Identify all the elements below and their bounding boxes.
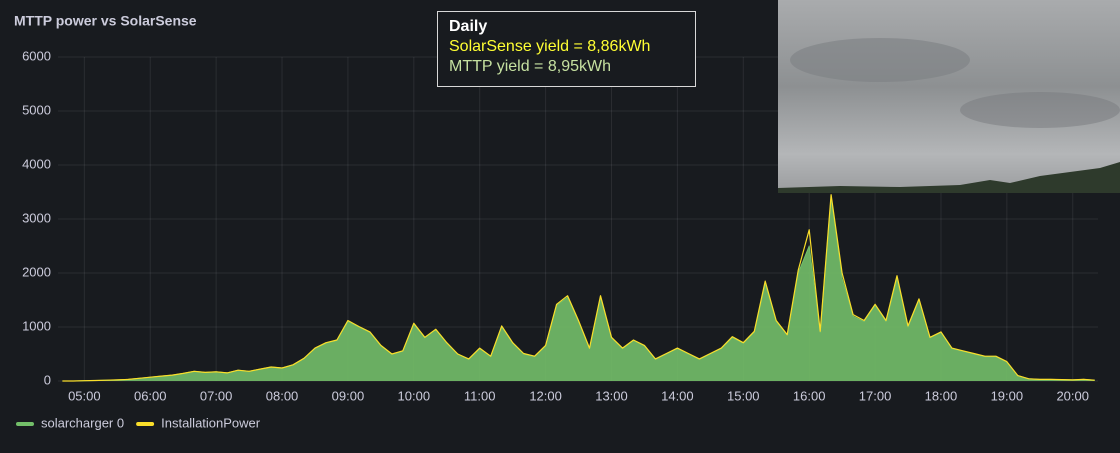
legend-label: InstallationPower xyxy=(161,415,261,430)
x-tick-label: 20:00 xyxy=(1056,388,1089,403)
annotation-line: MTTP yield = 8,95kWh xyxy=(449,58,611,75)
x-tick-label: 10:00 xyxy=(398,388,431,403)
annotation-title: Daily xyxy=(449,18,487,35)
y-tick-label: 0 xyxy=(44,372,51,387)
x-tick-label: 07:00 xyxy=(200,388,233,403)
y-tick-label: 2000 xyxy=(22,264,51,279)
sky-photo xyxy=(778,0,1120,193)
y-tick-label: 3000 xyxy=(22,210,51,225)
y-tick-label: 1000 xyxy=(22,318,51,333)
y-tick-label: 5000 xyxy=(22,102,51,117)
annotation-box: Daily SolarSense yield = 8,86kWh MTTP yi… xyxy=(437,11,696,87)
legend-label: solarcharger 0 xyxy=(41,415,124,430)
y-tick-label: 4000 xyxy=(22,156,51,171)
x-tick-label: 16:00 xyxy=(793,388,826,403)
x-tick-label: 12:00 xyxy=(529,388,562,403)
area-fill xyxy=(62,197,1095,381)
chart-title: MTTP power vs SolarSense xyxy=(14,13,197,29)
x-tick-label: 17:00 xyxy=(859,388,892,403)
x-tick-label: 08:00 xyxy=(266,388,299,403)
x-tick-label: 11:00 xyxy=(464,388,496,403)
x-tick-label: 05:00 xyxy=(68,388,101,403)
x-tick-label: 18:00 xyxy=(925,388,958,403)
x-tick-label: 13:00 xyxy=(595,388,628,403)
y-tick-label: 6000 xyxy=(22,48,51,63)
x-tick-label: 15:00 xyxy=(727,388,760,403)
series-line xyxy=(62,194,1095,382)
annotation-line: SolarSense yield = 8,86kWh xyxy=(449,38,650,55)
x-tick-label: 14:00 xyxy=(661,388,694,403)
x-tick-label: 06:00 xyxy=(134,388,167,403)
x-tick-label: 19:00 xyxy=(991,388,1024,403)
x-tick-label: 09:00 xyxy=(332,388,365,403)
